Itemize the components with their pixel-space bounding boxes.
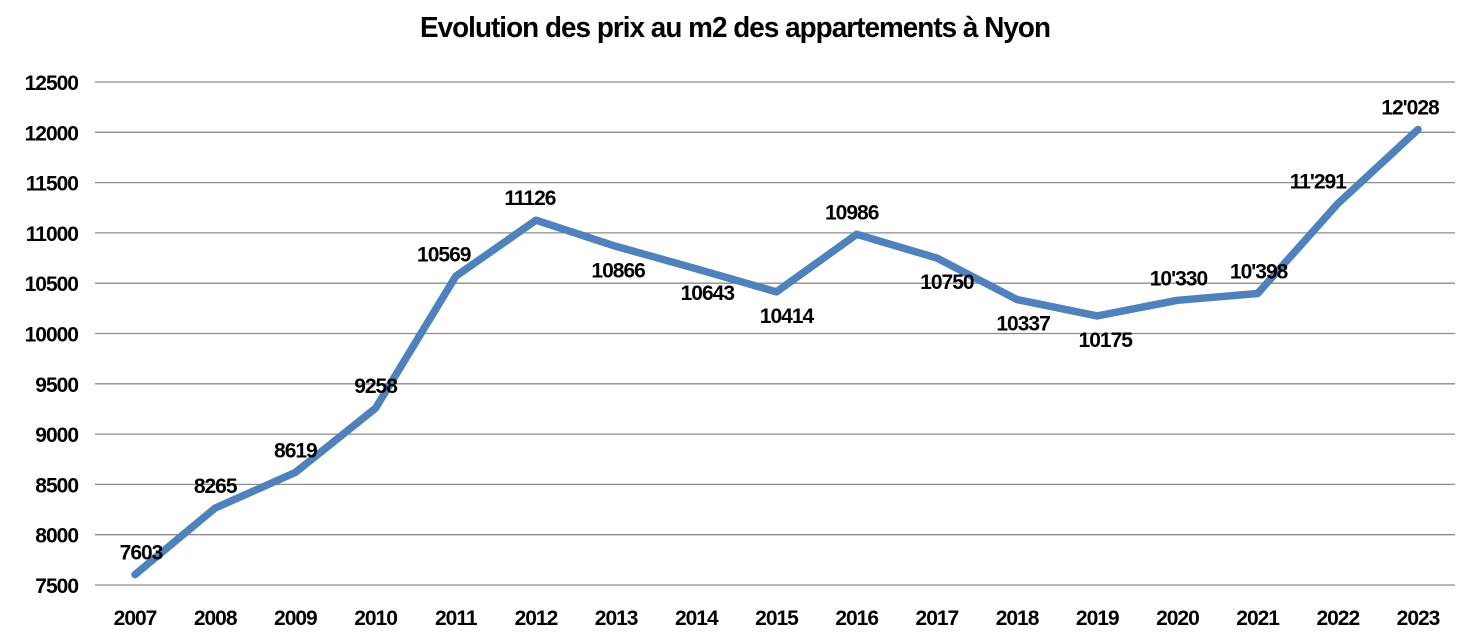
- data-label: 10337: [996, 313, 1050, 336]
- y-tick-label: 10500: [25, 273, 79, 296]
- x-tick-label: 2009: [274, 607, 317, 630]
- data-label: 11'291: [1290, 171, 1348, 194]
- data-label: 10175: [1079, 329, 1134, 352]
- data-label: 9258: [354, 375, 398, 398]
- data-label: 10'398: [1230, 260, 1289, 283]
- y-tick-label: 8500: [35, 474, 78, 497]
- chart-title: Evolution des prix au m2 des appartement…: [420, 12, 1051, 44]
- y-tick-label: 11500: [26, 173, 79, 196]
- data-label: 8265: [194, 475, 238, 498]
- data-label: 10866: [591, 259, 645, 282]
- y-tick-label: 12500: [25, 72, 79, 95]
- x-tick-label: 2019: [1076, 607, 1119, 630]
- y-tick-label: 11000: [26, 223, 79, 246]
- data-label: 10414: [760, 305, 815, 328]
- x-tick-label: 2008: [194, 607, 238, 630]
- x-tick-label: 2012: [515, 607, 558, 630]
- data-label: 11126: [504, 187, 555, 210]
- data-label: 10569: [417, 243, 471, 266]
- x-tick-label: 2020: [1156, 607, 1199, 630]
- data-label: 10750: [920, 271, 974, 294]
- x-tick-label: 2015: [755, 607, 799, 630]
- y-tick-label: 8000: [35, 525, 78, 548]
- y-tick-label: 10000: [25, 324, 79, 347]
- y-tick-label: 12000: [25, 122, 79, 145]
- x-axis-tick-labels: 2007 2008 2009 2010 2011 2012 2013 2014 2015 2016…: [114, 607, 1441, 630]
- x-tick-label: 2022: [1316, 607, 1359, 630]
- data-label: 8619: [274, 439, 317, 462]
- data-label: 10'330: [1150, 267, 1208, 290]
- x-tick-label: 2021: [1236, 607, 1280, 630]
- y-tick-label: 9500: [35, 374, 78, 397]
- data-label: 7603: [120, 542, 163, 565]
- y-axis-tick-labels: 12500 12000 11500 11000 10500 10000 9500 9000 85…: [25, 72, 80, 598]
- x-tick-label: 2011: [435, 607, 478, 630]
- y-tick-label: 7500: [35, 575, 78, 598]
- data-label: 10643: [681, 282, 735, 305]
- price-line: [131, 125, 1422, 579]
- y-tick-label: 9000: [35, 424, 78, 447]
- x-tick-label: 2007: [114, 607, 157, 630]
- x-tick-label: 2018: [996, 607, 1040, 630]
- data-label: 10986: [825, 201, 879, 224]
- price-line-series: [131, 125, 1422, 579]
- x-tick-label: 2014: [675, 607, 719, 630]
- x-tick-label: 2023: [1397, 607, 1440, 630]
- data-label: 12'028: [1381, 96, 1440, 119]
- x-tick-label: 2017: [916, 607, 959, 630]
- x-tick-label: 2013: [595, 607, 638, 630]
- data-point-labels: 7603 8265 8619 9258 10569 11126 10866 10643 1041…: [120, 96, 1441, 565]
- x-tick-label: 2016: [835, 607, 878, 630]
- x-tick-label: 2010: [354, 607, 397, 630]
- gridlines: [95, 81, 1455, 586]
